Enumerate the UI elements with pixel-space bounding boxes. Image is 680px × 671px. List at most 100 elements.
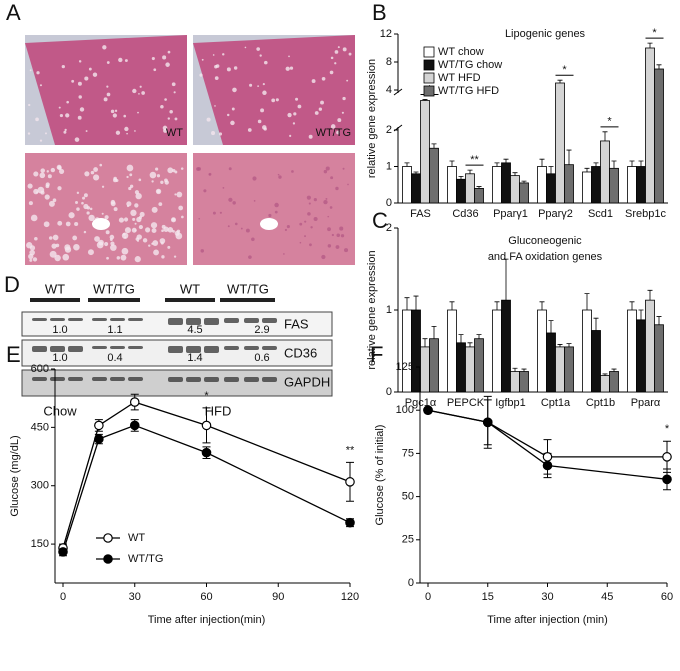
texture [310, 226, 313, 229]
texture [130, 209, 137, 217]
bar [420, 100, 430, 204]
histology-image [193, 153, 355, 265]
significance: * [562, 64, 567, 76]
group-label: WT [45, 281, 65, 296]
band [262, 318, 277, 323]
texture [74, 137, 80, 142]
texture [200, 249, 204, 253]
texture [124, 59, 128, 63]
error-bar [476, 186, 482, 189]
error-bar [629, 301, 635, 310]
texture [158, 202, 163, 207]
chart-title: Lipogenic genes [505, 28, 586, 40]
texture [304, 220, 307, 223]
marker [662, 474, 672, 485]
error-bar [557, 344, 563, 347]
error-bar [413, 295, 419, 310]
texture [263, 60, 268, 65]
texture [274, 210, 278, 214]
texture [39, 172, 46, 179]
texture [274, 202, 279, 208]
texture [178, 205, 184, 211]
band-ratio: 0.4 [107, 352, 122, 364]
error-bar [566, 343, 572, 347]
texture [110, 244, 117, 251]
texture [286, 225, 290, 229]
texture [227, 225, 230, 228]
texture [65, 113, 70, 118]
texture [203, 189, 207, 193]
band-ratio: 1.1 [107, 324, 122, 336]
texture [329, 206, 333, 209]
band [244, 346, 259, 350]
texture [77, 115, 82, 120]
texture [82, 196, 86, 200]
y-tick-label: 150 [31, 538, 49, 550]
error-bar [404, 162, 410, 167]
texture [161, 229, 164, 233]
band [204, 346, 219, 353]
texture [291, 170, 294, 173]
texture [44, 194, 50, 200]
texture [142, 238, 148, 243]
texture [226, 113, 230, 117]
texture [297, 104, 302, 109]
texture [50, 167, 56, 173]
texture [106, 256, 109, 260]
band [224, 346, 239, 350]
band [262, 377, 277, 382]
texture [162, 125, 168, 131]
marker [542, 452, 553, 462]
texture [84, 171, 90, 177]
legend-marker [103, 533, 113, 543]
texture [295, 97, 299, 101]
condition-label: Chow [43, 403, 77, 418]
legend-swatch [423, 46, 435, 58]
texture [342, 167, 345, 170]
group-label: WT/TG [227, 281, 269, 296]
texture [334, 62, 337, 65]
vessel [260, 218, 278, 230]
band-ratio: 1.0 [52, 352, 67, 364]
band [68, 377, 83, 381]
texture [336, 233, 341, 238]
texture [321, 76, 326, 81]
texture [57, 220, 63, 226]
error-bar [647, 289, 653, 301]
texture [275, 98, 279, 102]
error-bar [566, 149, 572, 165]
x-tick-label: Pparγ1 [493, 208, 528, 220]
x-tick-label: 45 [601, 591, 613, 603]
y-tick-label: 300 [31, 480, 49, 492]
texture [277, 173, 280, 176]
error-bar [548, 320, 554, 333]
band [50, 377, 65, 381]
texture [321, 254, 326, 260]
texture [120, 254, 127, 261]
texture [334, 50, 339, 54]
texture [206, 117, 211, 122]
texture [176, 229, 181, 234]
bar [456, 178, 466, 204]
legend-label: WT [128, 532, 145, 544]
error-bar [413, 171, 419, 174]
bar [645, 47, 655, 204]
marker [201, 420, 212, 431]
x-tick-label: Cpt1b [586, 397, 615, 409]
texture [104, 241, 109, 247]
texture [226, 67, 231, 72]
y-tick-label: 0 [386, 386, 392, 398]
texture [134, 130, 136, 132]
texture [126, 132, 128, 135]
error-bar [422, 99, 428, 101]
y-axis-label: relative gene expression [366, 59, 378, 178]
texture [33, 171, 39, 177]
error-bar [602, 373, 608, 376]
texture [27, 132, 31, 135]
bar [609, 371, 619, 393]
panel-label: B [372, 0, 387, 25]
texture [64, 128, 67, 132]
texture [175, 232, 183, 240]
significance: * [607, 116, 612, 128]
